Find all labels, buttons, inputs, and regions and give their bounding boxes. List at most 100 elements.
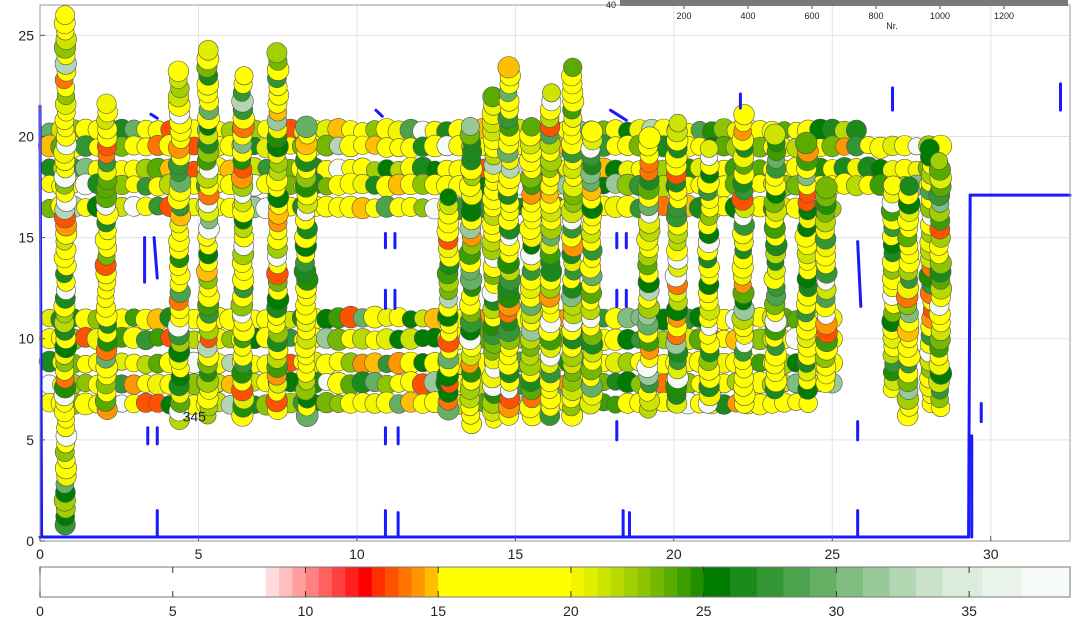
colorbar-cell <box>265 567 280 597</box>
colorbar-tick-label: 30 <box>829 603 845 619</box>
mini-histogram: 40 200 400 600 800 1000 1200 Nr. <box>606 0 1068 31</box>
y-axis-ticks: 0 5 10 15 20 25 <box>18 27 45 549</box>
colorbar-tick-label: 25 <box>696 603 712 619</box>
colorbar-cell <box>358 567 373 597</box>
data-point <box>234 66 254 86</box>
x-tick-label: 10 <box>349 546 365 562</box>
data-point <box>55 5 75 25</box>
data-point <box>497 56 520 79</box>
point-annotation: 345 <box>183 409 207 425</box>
plot-frame <box>39 4 1071 542</box>
colorbar-cells <box>40 567 1071 597</box>
data-point <box>638 126 661 149</box>
mini-histogram-bar <box>620 0 1068 6</box>
colorbar-ticks: 0 5 10 15 20 25 30 35 <box>36 567 977 619</box>
colorbar: 0 5 10 15 20 25 30 35 <box>36 566 1071 619</box>
colorbar-cell <box>438 567 572 597</box>
colorbar-cell <box>637 567 652 597</box>
x-axis-ticks: 0 5 10 15 20 25 30 <box>36 536 999 562</box>
data-point <box>899 176 919 196</box>
colorbar-tick-label: 10 <box>298 603 314 619</box>
colorbar-tick-label: 20 <box>563 603 579 619</box>
colorbar-cell <box>862 567 890 597</box>
colorbar-frame <box>39 566 1071 598</box>
colorbar-cell <box>411 567 426 597</box>
colorbar-cell <box>424 567 439 597</box>
mini-tick-label: 200 <box>676 11 691 21</box>
data-point <box>733 103 755 126</box>
colorbar-cell <box>40 567 267 597</box>
y-tick-label: 5 <box>26 432 34 448</box>
blue-outline-segment <box>856 240 863 308</box>
data-point <box>167 60 189 82</box>
colorbar-cell <box>730 567 758 597</box>
y-tick-label: 20 <box>18 128 34 144</box>
colorbar-cell <box>584 567 598 597</box>
data-point <box>96 93 117 114</box>
y-tick-label: 15 <box>18 230 34 246</box>
x-tick-label: 20 <box>666 546 682 562</box>
marker-layer <box>38 5 953 536</box>
mini-tick-label: 400 <box>740 11 755 21</box>
blue-outline-segment <box>967 193 972 539</box>
mini-histogram-x-label: Nr. <box>886 21 898 31</box>
y-tick-label: 0 <box>26 533 34 549</box>
colorbar-cell <box>345 567 360 597</box>
colorbar-cell <box>332 567 346 597</box>
data-point <box>764 123 786 146</box>
colorbar-cell <box>783 567 811 597</box>
colorbar-cell <box>1022 567 1071 597</box>
colorbar-cell <box>305 567 320 597</box>
colorbar-tick-label: 5 <box>169 603 177 619</box>
x-tick-label: 30 <box>983 546 999 562</box>
y-tick-label: 25 <box>18 27 34 43</box>
colorbar-cell <box>982 567 1023 597</box>
colorbar-cell <box>318 567 333 597</box>
mini-tick-label: 800 <box>868 11 883 21</box>
mini-tick-label: 1000 <box>930 11 950 21</box>
x-tick-label: 25 <box>825 546 841 562</box>
colorbar-cell <box>690 567 705 597</box>
colorbar-cell <box>942 567 983 597</box>
colorbar-tick-label: 15 <box>430 603 446 619</box>
colorbar-cell <box>677 567 691 597</box>
blue-outline-segment <box>374 108 384 118</box>
mini-histogram-x-ticks: 200 400 600 800 1000 1200 <box>676 6 1014 21</box>
data-point <box>439 188 458 206</box>
colorbar-cell <box>398 567 413 597</box>
colorbar-cell <box>610 567 625 597</box>
data-point <box>668 113 688 133</box>
scatter-plot: 345 0 5 10 15 20 25 30 0 5 10 15 20 25 <box>18 4 1072 562</box>
colorbar-cell <box>809 567 837 597</box>
data-point <box>197 39 219 61</box>
data-point <box>815 176 838 200</box>
mini-tick-label: 1200 <box>994 11 1014 21</box>
y-tick-label: 10 <box>18 331 34 347</box>
colorbar-cell <box>597 567 612 597</box>
colorbar-tick-label: 0 <box>36 603 44 619</box>
colorbar-cell <box>663 567 678 597</box>
data-point <box>929 152 948 171</box>
blue-outline-segment <box>152 236 159 280</box>
x-tick-label: 15 <box>508 546 524 562</box>
blue-outline-segment <box>149 112 159 120</box>
data-point <box>581 120 603 143</box>
mini-histogram-y-tick: 40 <box>606 0 616 10</box>
colorbar-cell <box>916 567 943 597</box>
colorbar-cell <box>650 567 665 597</box>
colorbar-tick-label: 35 <box>961 603 977 619</box>
blue-outline-segment <box>608 108 628 122</box>
mini-tick-label: 600 <box>804 11 819 21</box>
colorbar-cell <box>889 567 917 597</box>
colorbar-cell <box>836 567 864 597</box>
data-point <box>542 83 561 103</box>
data-point <box>521 117 542 137</box>
data-point <box>794 131 818 155</box>
data-point <box>460 117 480 136</box>
data-point <box>563 57 583 77</box>
colorbar-cell <box>703 567 731 597</box>
x-tick-label: 0 <box>36 546 44 562</box>
data-point <box>266 42 288 64</box>
data-point <box>295 115 318 139</box>
